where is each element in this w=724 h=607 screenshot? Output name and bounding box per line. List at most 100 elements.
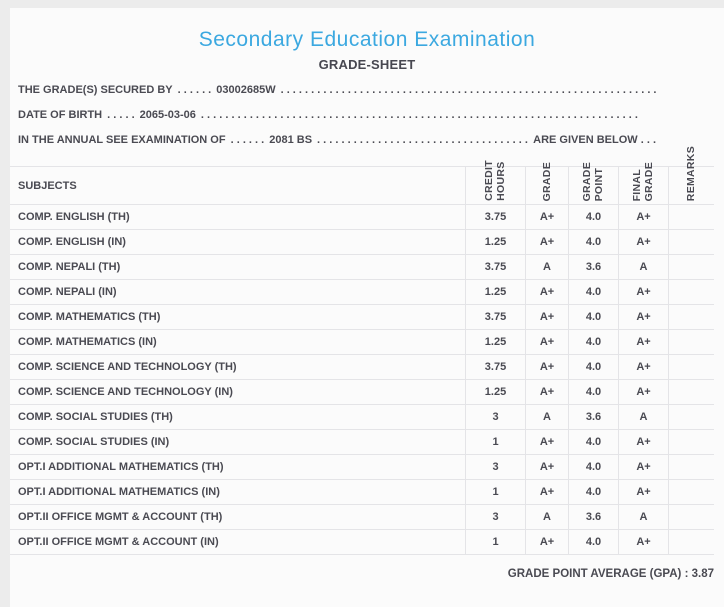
grade-cell: A+ (525, 305, 568, 329)
remarks-cell (668, 530, 714, 554)
subject-cell: COMP. ENGLISH (TH) (18, 211, 130, 223)
grade-point-cell: 4.0 (568, 230, 618, 254)
grade-cell: A+ (525, 230, 568, 254)
grade-cell: A (525, 505, 568, 529)
grade-point-cell: 4.0 (568, 355, 618, 379)
table-row: COMP. SOCIAL STUDIES (IN) 1 A+ 4.0 A+ (10, 430, 714, 455)
final-grade-cell: A+ (618, 205, 668, 229)
credit-hours-cell: 1 (465, 480, 525, 504)
remarks-cell (668, 355, 714, 379)
candidate-info: THE GRADE(S) SECURED BY . . . . . . 0300… (10, 78, 724, 153)
final-grade-cell: A+ (618, 480, 668, 504)
subject-cell: COMP. SOCIAL STUDIES (IN) (18, 436, 170, 448)
table-header-row: SUBJECTS CREDIT HOURS GRADE GRADE POINT … (10, 146, 714, 205)
table-row: OPT.I ADDITIONAL MATHEMATICS (TH) 3 A+ 4… (10, 455, 714, 480)
sheet-subtitle: GRADE-SHEET (318, 57, 416, 72)
remarks-cell (668, 305, 714, 329)
column-header-grade-point: GRADE POINT (568, 162, 618, 204)
credit-hours-cell: 1.25 (465, 380, 525, 404)
gpa-summary: GRADE POINT AVERAGE (GPA) : 3.87 (10, 568, 714, 580)
dot-filler: . . . . . . . . . . . . . . . . . . . . … (317, 134, 528, 146)
table-row: OPT.II OFFICE MGMT & ACCOUNT (TH) 3 A 3.… (10, 505, 714, 530)
gpa-label: GRADE POINT AVERAGE (GPA) : (507, 568, 689, 580)
credit-hours-cell: 1.25 (465, 330, 525, 354)
subject-cell: COMP. NEPALI (IN) (18, 286, 117, 298)
dot-filler: . . . . . . . . . . . . . . . . . . . . … (280, 84, 656, 96)
credit-hours-cell: 3 (465, 505, 525, 529)
table-row: COMP. SCIENCE AND TECHNOLOGY (IN) 1.25 A… (10, 380, 714, 405)
table-row: OPT.II OFFICE MGMT & ACCOUNT (IN) 1 A+ 4… (10, 530, 714, 555)
gpa-value: 3.87 (691, 568, 714, 580)
grade-cell: A (525, 405, 568, 429)
column-header-final-grade: FINAL GRADE (618, 162, 668, 204)
grade-point-cell: 4.0 (568, 455, 618, 479)
remarks-cell (668, 330, 714, 354)
final-grade-cell: A (618, 255, 668, 279)
info-label: THE GRADE(S) SECURED BY (18, 84, 173, 96)
credit-hours-cell: 3 (465, 405, 525, 429)
table-row: COMP. SOCIAL STUDIES (TH) 3 A 3.6 A (10, 405, 714, 430)
subject-cell: COMP. NEPALI (TH) (18, 261, 121, 273)
grade-point-cell: 4.0 (568, 380, 618, 404)
credit-hours-cell: 1 (465, 430, 525, 454)
final-grade-cell: A+ (618, 330, 668, 354)
credit-hours-cell: 1.25 (465, 230, 525, 254)
final-grade-cell: A+ (618, 305, 668, 329)
dot-leader: . . . . . . (177, 84, 212, 96)
column-header-subjects: SUBJECTS (18, 179, 77, 192)
grade-cell: A+ (525, 330, 568, 354)
subject-cell: OPT.II OFFICE MGMT & ACCOUNT (TH) (18, 511, 223, 523)
grade-point-cell: 4.0 (568, 305, 618, 329)
final-grade-cell: A+ (618, 530, 668, 554)
candidate-symbol-number: 03002685W (216, 84, 276, 96)
remarks-cell (668, 255, 714, 279)
table-row: COMP. SCIENCE AND TECHNOLOGY (TH) 3.75 A… (10, 355, 714, 380)
grade-point-cell: 4.0 (568, 480, 618, 504)
column-header-grade: GRADE (525, 162, 568, 204)
grade-cell: A+ (525, 530, 568, 554)
subject-cell: COMP. SOCIAL STUDIES (TH) (18, 411, 173, 423)
grade-point-cell: 3.6 (568, 405, 618, 429)
info-line-examination-year: IN THE ANNUAL SEE EXAMINATION OF . . . .… (10, 128, 656, 153)
column-header-remarks: REMARKS (668, 146, 714, 204)
subject-cell: OPT.I ADDITIONAL MATHEMATICS (IN) (18, 486, 220, 498)
grade-point-cell: 4.0 (568, 530, 618, 554)
final-grade-cell: A+ (618, 430, 668, 454)
subject-cell: COMP. SCIENCE AND TECHNOLOGY (IN) (18, 386, 233, 398)
subject-cell: COMP. MATHEMATICS (IN) (18, 336, 157, 348)
grade-cell: A+ (525, 430, 568, 454)
grade-cell: A+ (525, 355, 568, 379)
grade-cell: A+ (525, 380, 568, 404)
final-grade-cell: A+ (618, 230, 668, 254)
grade-point-cell: 3.6 (568, 255, 618, 279)
final-grade-cell: A (618, 505, 668, 529)
table-row: COMP. MATHEMATICS (TH) 3.75 A+ 4.0 A+ (10, 305, 714, 330)
grade-point-cell: 4.0 (568, 330, 618, 354)
table-row: COMP. NEPALI (TH) 3.75 A 3.6 A (10, 255, 714, 280)
credit-hours-cell: 3.75 (465, 305, 525, 329)
grade-cell: A+ (525, 455, 568, 479)
dot-leader: . . . . . . (230, 134, 265, 146)
dot-filler: . . . . . . . . . . . . . . . . . . . . … (200, 109, 638, 121)
column-header-credit-hours: CREDIT HOURS (465, 160, 525, 204)
remarks-cell (668, 380, 714, 404)
remarks-cell (668, 430, 714, 454)
subject-cell: COMP. ENGLISH (IN) (18, 236, 126, 248)
grade-sheet-card: Secondary Education Examination GRADE-SH… (10, 8, 724, 607)
credit-hours-cell: 3.75 (465, 255, 525, 279)
info-label: IN THE ANNUAL SEE EXAMINATION OF (18, 134, 226, 146)
remarks-cell (668, 205, 714, 229)
subject-cell: OPT.II OFFICE MGMT & ACCOUNT (IN) (18, 536, 219, 548)
grade-point-cell: 4.0 (568, 280, 618, 304)
grade-point-cell: 4.0 (568, 430, 618, 454)
examination-year-value: 2081 BS (269, 134, 313, 146)
date-of-birth-value: 2065-03-06 (139, 109, 196, 121)
grade-point-cell: 4.0 (568, 205, 618, 229)
table-row: COMP. MATHEMATICS (IN) 1.25 A+ 4.0 A+ (10, 330, 714, 355)
dot-leader: . . . . . (107, 109, 135, 121)
credit-hours-cell: 3.75 (465, 355, 525, 379)
final-grade-cell: A+ (618, 280, 668, 304)
credit-hours-cell: 1 (465, 530, 525, 554)
table-row: COMP. ENGLISH (IN) 1.25 A+ 4.0 A+ (10, 230, 714, 255)
subject-cell: OPT.I ADDITIONAL MATHEMATICS (TH) (18, 461, 224, 473)
